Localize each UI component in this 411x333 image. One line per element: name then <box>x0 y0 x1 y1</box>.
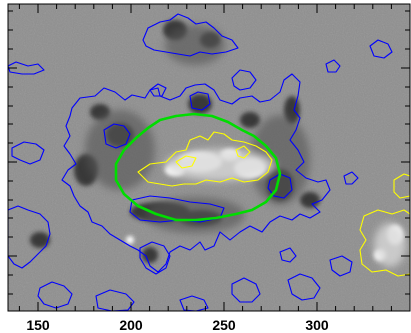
plot-frame <box>7 3 411 312</box>
positive-contours <box>137 131 410 277</box>
x-tick-label-200: 200 <box>119 317 143 333</box>
x-tick-label-150: 150 <box>26 317 50 333</box>
x-tick-label-300: 300 <box>305 317 329 333</box>
x-tick-labels: 150 200 250 300 <box>26 317 329 333</box>
magnetogram-image <box>8 4 410 311</box>
axis-ticks <box>8 4 410 311</box>
active-region-contour <box>114 112 282 222</box>
x-tick-label-250: 250 <box>212 317 236 333</box>
negative-contours <box>8 13 393 311</box>
